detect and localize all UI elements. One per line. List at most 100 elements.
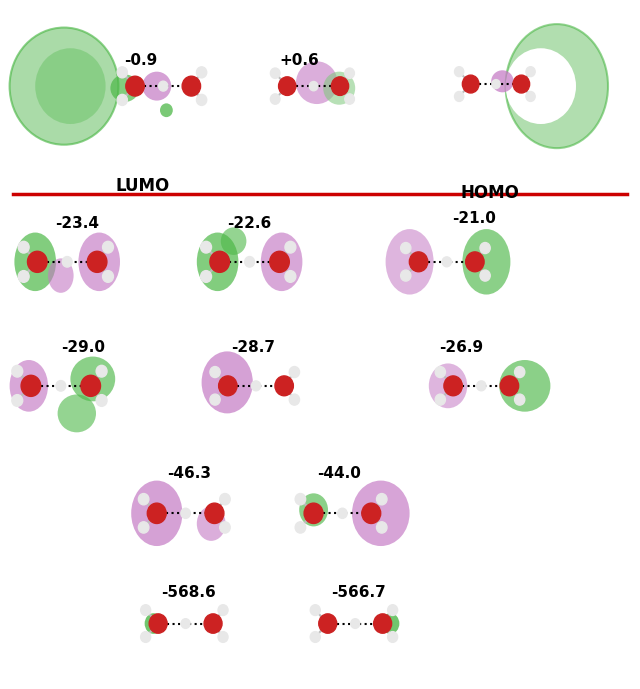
Circle shape bbox=[18, 271, 29, 282]
Circle shape bbox=[401, 270, 411, 281]
Circle shape bbox=[62, 256, 72, 267]
Ellipse shape bbox=[197, 232, 239, 291]
Ellipse shape bbox=[143, 72, 172, 101]
Circle shape bbox=[345, 68, 355, 79]
Circle shape bbox=[374, 614, 392, 633]
Circle shape bbox=[480, 243, 490, 254]
Circle shape bbox=[81, 376, 100, 396]
Ellipse shape bbox=[323, 72, 355, 105]
Circle shape bbox=[401, 243, 411, 254]
Circle shape bbox=[117, 67, 127, 78]
Circle shape bbox=[218, 605, 228, 615]
Circle shape bbox=[196, 94, 207, 105]
Circle shape bbox=[117, 94, 127, 105]
Circle shape bbox=[435, 394, 445, 405]
Circle shape bbox=[12, 365, 23, 377]
Circle shape bbox=[210, 394, 220, 405]
Circle shape bbox=[210, 367, 220, 378]
Circle shape bbox=[18, 241, 29, 253]
Circle shape bbox=[435, 367, 445, 378]
Circle shape bbox=[319, 614, 337, 633]
Circle shape bbox=[278, 77, 296, 96]
Circle shape bbox=[351, 619, 360, 628]
Circle shape bbox=[204, 614, 222, 633]
Circle shape bbox=[141, 605, 150, 615]
Circle shape bbox=[181, 619, 190, 628]
Circle shape bbox=[270, 68, 280, 79]
Circle shape bbox=[269, 251, 289, 272]
Circle shape bbox=[201, 271, 211, 282]
Circle shape bbox=[289, 394, 300, 405]
Ellipse shape bbox=[506, 24, 608, 148]
Circle shape bbox=[500, 376, 518, 395]
Circle shape bbox=[220, 493, 230, 505]
Circle shape bbox=[270, 94, 280, 104]
Ellipse shape bbox=[131, 481, 182, 546]
Circle shape bbox=[220, 522, 230, 533]
Circle shape bbox=[87, 251, 107, 272]
Ellipse shape bbox=[462, 229, 511, 295]
Circle shape bbox=[219, 376, 237, 395]
Circle shape bbox=[295, 493, 306, 505]
Ellipse shape bbox=[160, 103, 173, 117]
Circle shape bbox=[196, 67, 207, 78]
Ellipse shape bbox=[111, 74, 140, 102]
Circle shape bbox=[376, 493, 387, 505]
Circle shape bbox=[252, 381, 260, 391]
Circle shape bbox=[513, 75, 530, 93]
Circle shape bbox=[332, 77, 349, 96]
Ellipse shape bbox=[221, 227, 246, 255]
Circle shape bbox=[492, 80, 500, 88]
Text: -44.0: -44.0 bbox=[317, 466, 361, 481]
Circle shape bbox=[338, 508, 347, 518]
Circle shape bbox=[362, 503, 381, 524]
Circle shape bbox=[454, 67, 464, 76]
Circle shape bbox=[410, 252, 428, 271]
Ellipse shape bbox=[296, 61, 338, 104]
Circle shape bbox=[309, 81, 318, 91]
Circle shape bbox=[96, 395, 107, 407]
Circle shape bbox=[275, 376, 293, 395]
Text: -26.9: -26.9 bbox=[439, 340, 483, 356]
Ellipse shape bbox=[79, 232, 120, 291]
Circle shape bbox=[28, 251, 47, 272]
Text: HOMO: HOMO bbox=[461, 184, 520, 202]
Circle shape bbox=[56, 380, 66, 391]
Text: LUMO: LUMO bbox=[115, 177, 170, 195]
Ellipse shape bbox=[10, 360, 48, 412]
Circle shape bbox=[102, 271, 113, 282]
Circle shape bbox=[149, 614, 167, 633]
Circle shape bbox=[388, 605, 397, 615]
Circle shape bbox=[289, 367, 300, 378]
Text: -22.6: -22.6 bbox=[227, 216, 272, 232]
Circle shape bbox=[444, 376, 462, 395]
Text: -23.4: -23.4 bbox=[55, 216, 99, 232]
Ellipse shape bbox=[492, 70, 514, 92]
Circle shape bbox=[210, 251, 230, 272]
Circle shape bbox=[310, 632, 320, 642]
Circle shape bbox=[102, 241, 113, 253]
Text: -29.0: -29.0 bbox=[61, 340, 105, 356]
Circle shape bbox=[159, 81, 168, 91]
Circle shape bbox=[181, 508, 190, 518]
Circle shape bbox=[12, 395, 23, 407]
Ellipse shape bbox=[70, 357, 115, 401]
Text: -28.7: -28.7 bbox=[231, 340, 275, 356]
Text: -568.6: -568.6 bbox=[161, 585, 216, 600]
Circle shape bbox=[388, 632, 397, 642]
Circle shape bbox=[201, 241, 211, 253]
Circle shape bbox=[138, 522, 149, 533]
Circle shape bbox=[285, 271, 296, 282]
Text: +0.6: +0.6 bbox=[280, 53, 319, 68]
Circle shape bbox=[526, 92, 535, 101]
Circle shape bbox=[138, 493, 149, 505]
Circle shape bbox=[462, 75, 479, 93]
Circle shape bbox=[515, 367, 525, 378]
Ellipse shape bbox=[429, 364, 467, 408]
Circle shape bbox=[10, 28, 118, 145]
Circle shape bbox=[506, 48, 576, 124]
Ellipse shape bbox=[15, 232, 56, 291]
Circle shape bbox=[480, 270, 490, 281]
Circle shape bbox=[526, 67, 535, 76]
Circle shape bbox=[126, 76, 144, 96]
